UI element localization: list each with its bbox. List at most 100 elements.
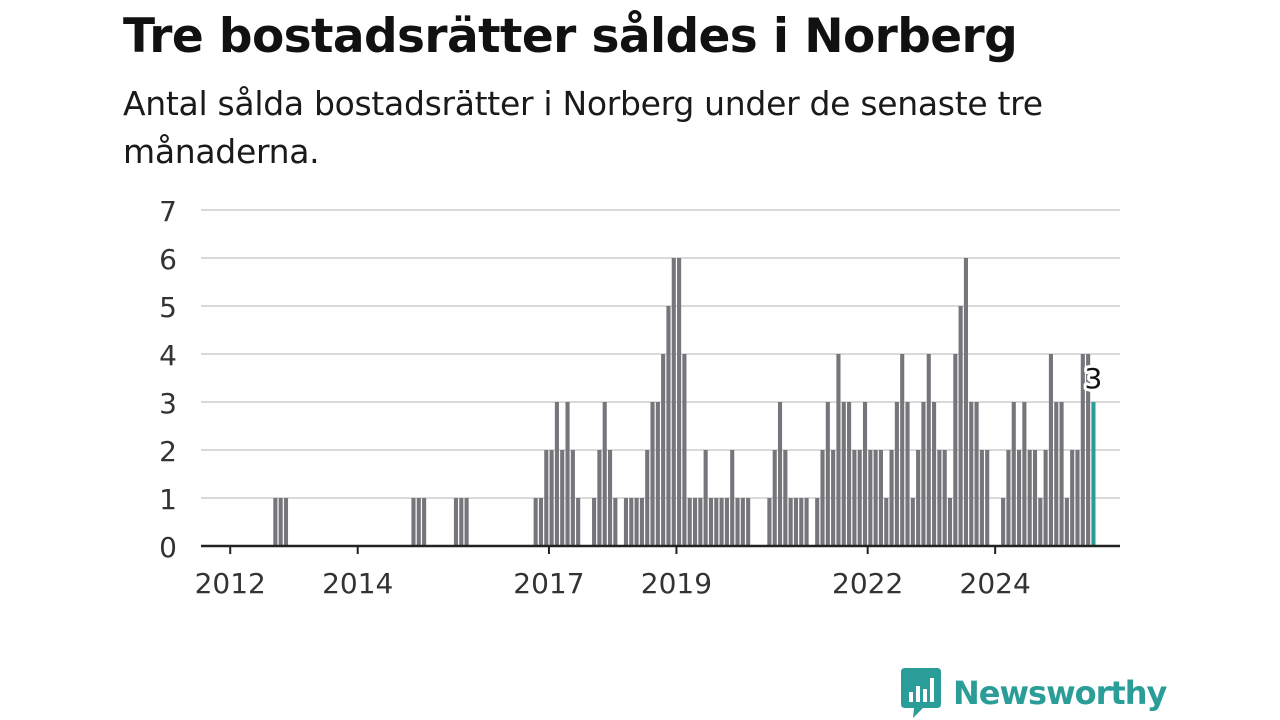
bar — [459, 498, 464, 546]
bar — [942, 450, 947, 546]
bar — [655, 402, 660, 546]
bar — [878, 450, 884, 546]
bar — [634, 498, 639, 546]
bar — [576, 498, 581, 546]
newsworthy-logo: Newsworthy — [901, 668, 1167, 718]
bar — [692, 498, 698, 546]
bar — [714, 498, 719, 546]
x-tick-label: 2024 — [960, 567, 1031, 600]
bar — [1043, 450, 1048, 546]
bar — [645, 450, 650, 546]
x-tick-label: 2014 — [322, 567, 393, 600]
x-tick-label: 2019 — [641, 567, 712, 600]
y-tick-label: 5 — [159, 291, 177, 324]
bar — [900, 354, 905, 546]
bar — [682, 354, 687, 546]
bar — [629, 498, 634, 546]
bar — [719, 498, 724, 546]
bar — [905, 402, 910, 546]
bar — [544, 450, 549, 546]
bar — [549, 450, 554, 546]
bar — [416, 498, 421, 546]
bar — [650, 402, 655, 546]
bar — [671, 258, 676, 546]
bar — [1048, 354, 1053, 546]
bar — [597, 450, 602, 546]
bar — [937, 450, 942, 546]
bar — [884, 498, 889, 546]
bar — [841, 402, 846, 546]
y-tick-label: 1 — [159, 483, 177, 516]
bar — [273, 498, 278, 546]
bar — [777, 402, 783, 546]
bar — [1038, 498, 1043, 546]
bar — [963, 258, 969, 546]
bar — [799, 498, 804, 546]
bar — [623, 498, 629, 546]
bar — [283, 498, 289, 546]
bar — [969, 402, 974, 546]
bar — [533, 498, 538, 546]
bar — [708, 498, 714, 546]
bar — [453, 498, 459, 546]
y-tick-label: 2 — [159, 435, 177, 468]
bar — [422, 498, 427, 546]
bar — [974, 402, 979, 546]
bar — [820, 450, 825, 546]
bar — [847, 402, 852, 546]
bar — [1011, 402, 1016, 546]
data-label: 3 — [1085, 362, 1103, 395]
bar — [560, 450, 565, 546]
bar — [1006, 450, 1011, 546]
bar — [804, 498, 809, 546]
bar — [661, 354, 666, 546]
y-tick-label: 0 — [159, 531, 177, 564]
page-subtitle: Antal sålda bostadsrätter i Norberg unde… — [123, 84, 1043, 171]
bar — [1022, 402, 1027, 546]
bar — [554, 402, 559, 546]
bar — [613, 498, 618, 546]
bar — [825, 402, 830, 546]
bar — [788, 498, 793, 546]
bar — [894, 402, 899, 546]
bar — [916, 450, 921, 546]
newsworthy-logo-icon — [901, 668, 941, 718]
bar — [1017, 450, 1022, 546]
bar — [862, 402, 868, 546]
bar — [703, 450, 708, 546]
bar — [411, 498, 416, 546]
bar — [666, 306, 671, 546]
bars — [273, 258, 1096, 546]
bar — [852, 450, 857, 546]
bar — [910, 498, 915, 546]
bar — [1086, 354, 1091, 546]
bar — [538, 498, 544, 546]
x-axis-ticks: 2012 2014 2017 2019 2022 2024 — [195, 546, 1031, 600]
bar — [857, 450, 862, 546]
bar — [698, 498, 703, 546]
bar — [958, 306, 963, 546]
page-title: Tre bostadsrätter såldes i Norberg — [123, 9, 1018, 64]
bar — [740, 498, 745, 546]
x-tick-label: 2022 — [832, 567, 903, 600]
y-tick-label: 7 — [159, 195, 177, 228]
bar — [607, 450, 613, 546]
newsworthy-logo-text: Newsworthy — [953, 674, 1167, 712]
x-tick-label: 2012 — [195, 567, 266, 600]
bar — [1027, 450, 1032, 546]
y-tick-label: 4 — [159, 339, 177, 372]
bar — [772, 450, 777, 546]
bar — [278, 498, 283, 546]
bar — [953, 354, 958, 546]
bar — [1075, 450, 1080, 546]
bar — [1054, 402, 1059, 546]
bar — [836, 354, 841, 546]
bar — [921, 402, 926, 546]
y-axis-labels: 0 1 2 3 4 5 6 7 — [159, 195, 177, 564]
bar — [677, 258, 682, 546]
bar — [926, 354, 931, 546]
bar — [730, 450, 735, 546]
bar — [1001, 498, 1006, 546]
bar — [793, 498, 799, 546]
bar — [464, 498, 469, 546]
